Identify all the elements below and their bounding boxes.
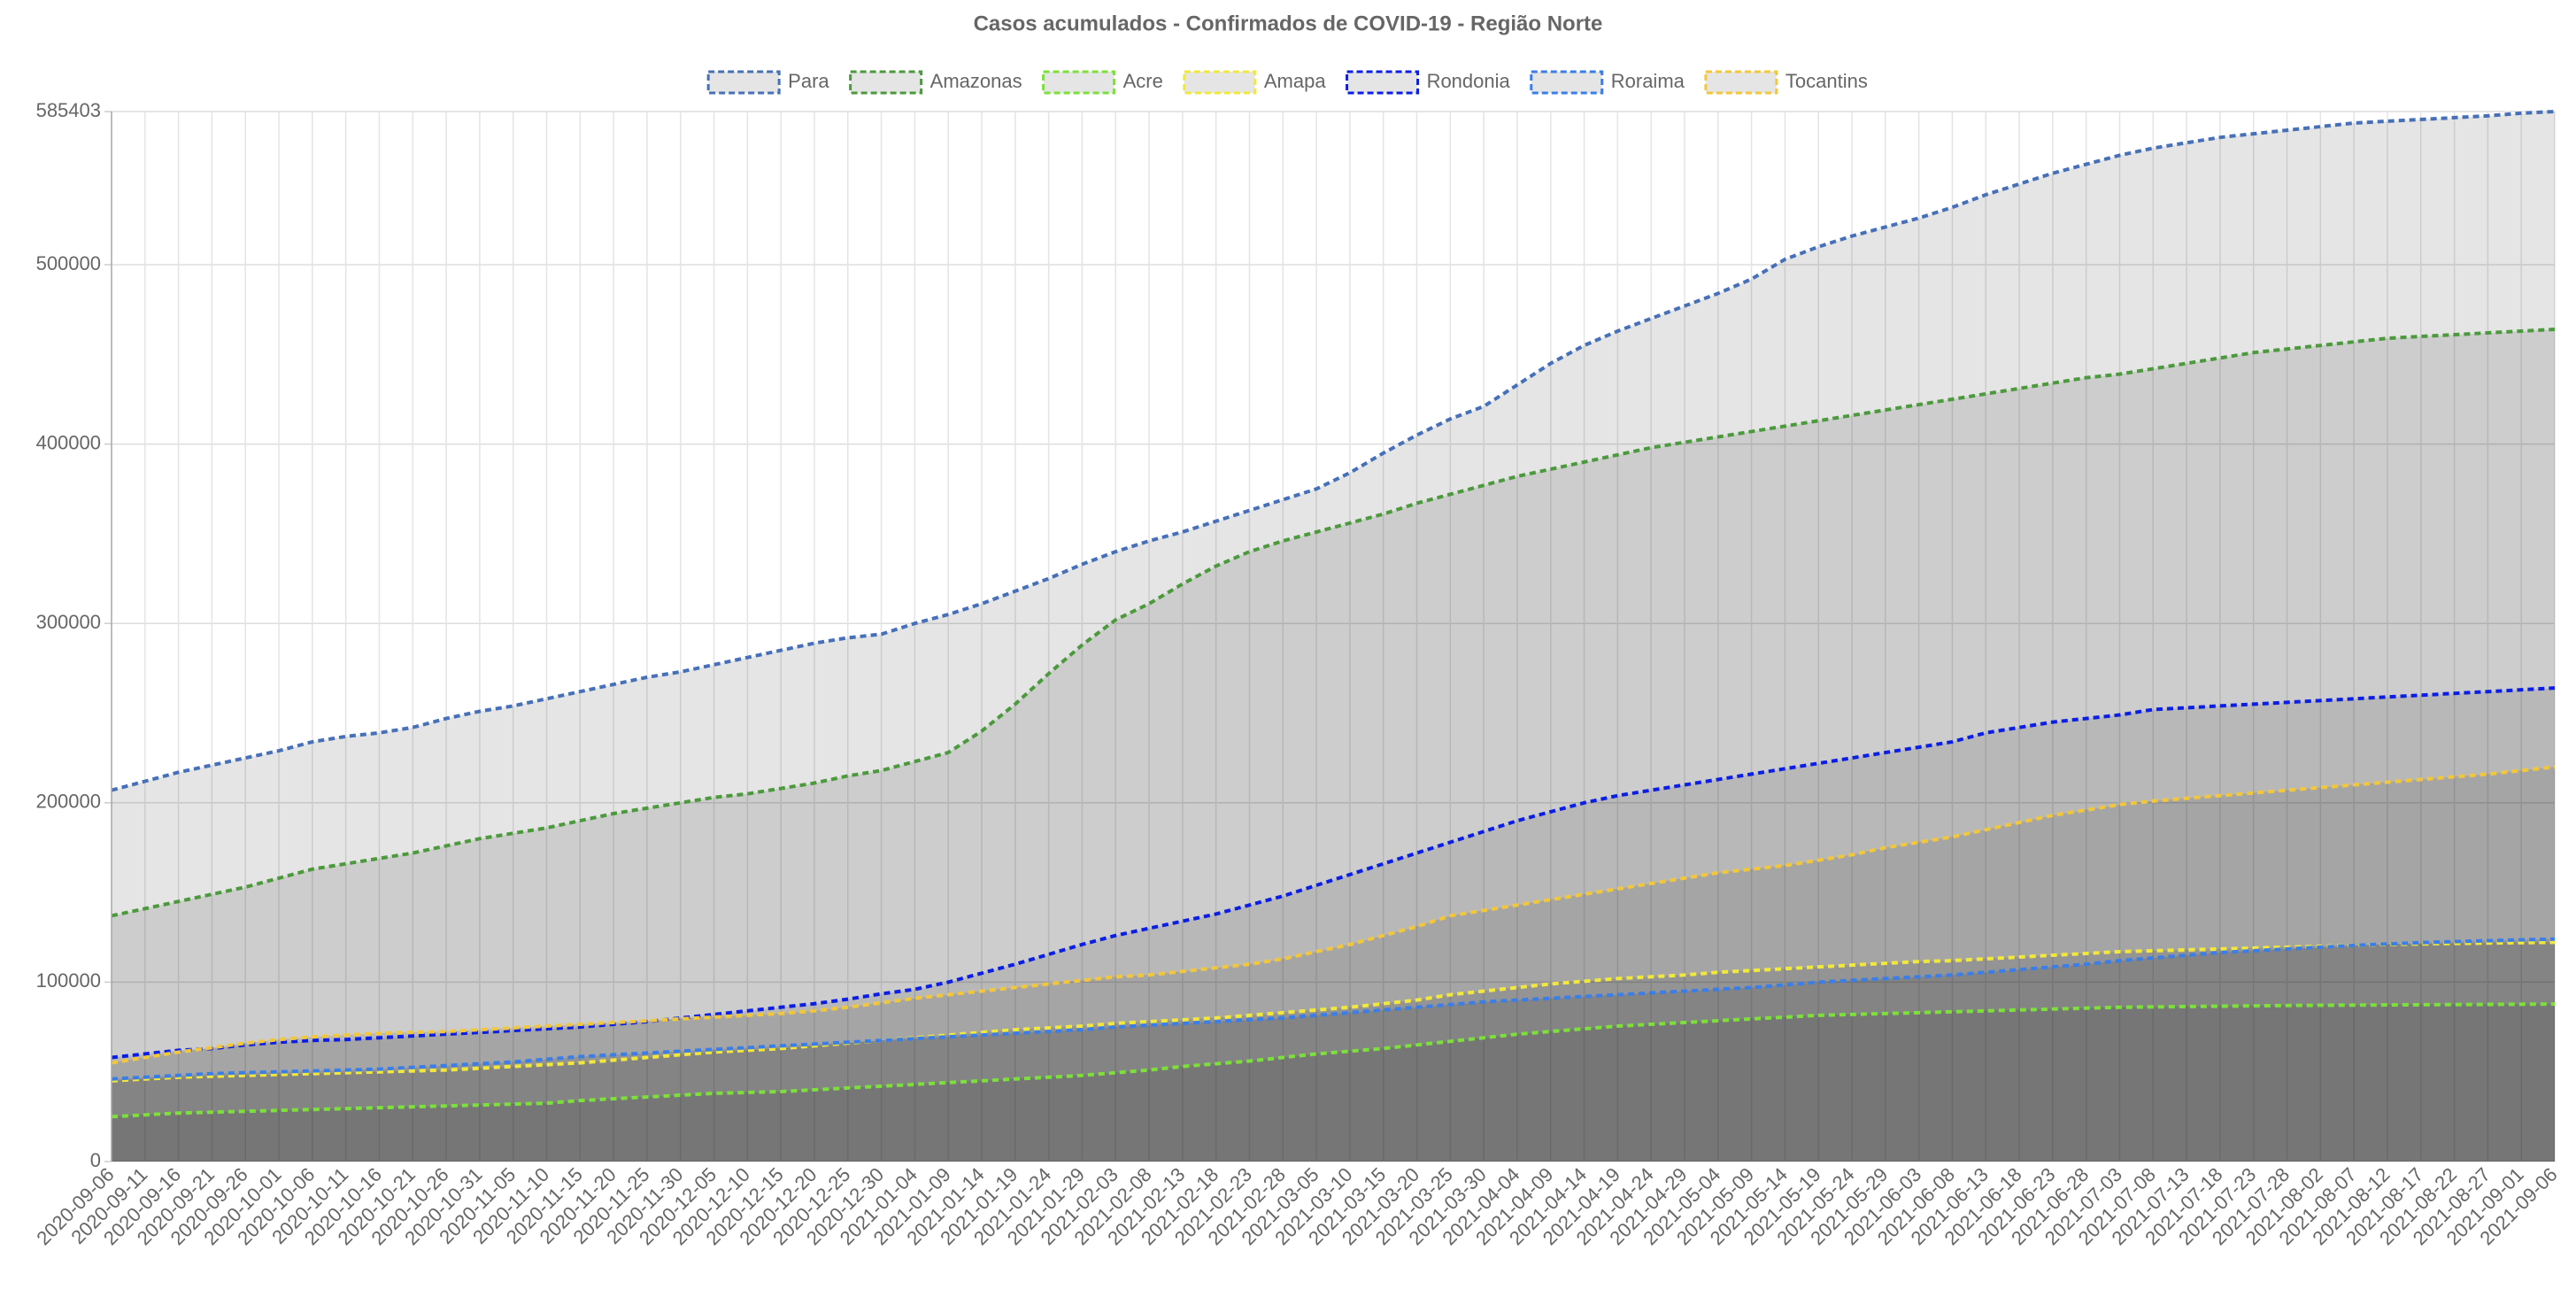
- series-line: [111, 765, 2556, 1065]
- y-tick-label: 400000: [36, 431, 101, 453]
- legend-swatch: [1704, 70, 1778, 95]
- y-tick-label: 585403: [36, 99, 101, 121]
- legend-item: Acre: [1042, 70, 1163, 95]
- y-tick-label: 0: [90, 1149, 101, 1171]
- y-tick-label: 500000: [36, 252, 101, 274]
- y-tick-label: 100000: [36, 969, 101, 992]
- legend: Para Amazonas Acre Amapa Rondonia Roraima Toca…: [706, 70, 1868, 95]
- legend-label: Acre: [1123, 70, 1163, 92]
- chart-title: Casos acumulados - Confirmados de COVID-…: [974, 12, 1603, 35]
- legend-swatch: [1183, 70, 1257, 95]
- legend-label: Para: [788, 70, 829, 92]
- series-area: [112, 938, 2555, 1162]
- series-area: [112, 688, 2555, 1162]
- series-line: [111, 110, 2556, 792]
- legend-swatch: [706, 70, 781, 95]
- series-line: [111, 937, 2556, 1081]
- legend-item: Para: [706, 70, 829, 95]
- series-line: [111, 686, 2556, 1060]
- legend-swatch: [849, 70, 923, 95]
- series-area: [112, 112, 2555, 1162]
- series-line: [111, 1002, 2556, 1119]
- legend-item: Amapa: [1183, 70, 1326, 95]
- legend-swatch: [1042, 70, 1116, 95]
- legend-label: Tocantins: [1785, 70, 1868, 92]
- legend-label: Rondonia: [1427, 70, 1511, 92]
- grid: [111, 111, 2556, 1162]
- legend-item: Amazonas: [849, 70, 1022, 95]
- series-area: [112, 1004, 2555, 1162]
- lines: [111, 110, 2556, 1119]
- y-tick-label: 200000: [36, 791, 101, 813]
- axes: 0100000200000300000400000500000585403202…: [32, 99, 2561, 1249]
- legend-item: Roraima: [1530, 70, 1685, 95]
- legend-label: Amapa: [1264, 70, 1326, 92]
- areas: [112, 112, 2555, 1162]
- series-line: [111, 327, 2556, 918]
- legend-swatch: [1530, 70, 1604, 95]
- series-area: [112, 767, 2555, 1162]
- legend-swatch: [1346, 70, 1420, 95]
- legend-label: Amazonas: [930, 70, 1022, 92]
- y-tick-label: 300000: [36, 611, 101, 633]
- series-area: [112, 328, 2555, 1162]
- legend-item: Tocantins: [1704, 70, 1868, 95]
- legend-label: Roraima: [1611, 70, 1685, 92]
- legend-item: Rondonia: [1346, 70, 1511, 95]
- series-line: [111, 940, 2556, 1083]
